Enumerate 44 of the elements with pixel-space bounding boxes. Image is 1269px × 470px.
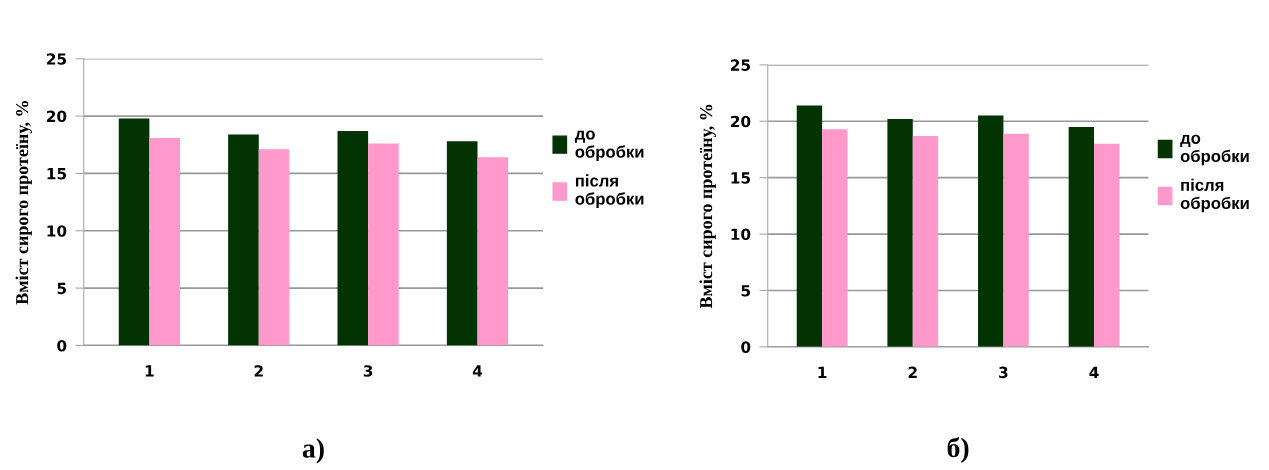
bar — [446, 141, 478, 346]
y-tick-label: 15 — [731, 172, 751, 184]
bar — [149, 137, 180, 346]
bar — [1094, 143, 1120, 347]
x-tick-label: 1 — [145, 365, 154, 377]
y-tick-label: 5 — [57, 282, 67, 295]
bar — [118, 118, 150, 346]
bar — [1003, 133, 1029, 347]
x-tick-label: 1 — [818, 366, 827, 378]
legend-label: після обробки — [575, 174, 644, 209]
legend-label: після обробки — [1180, 178, 1249, 213]
x-tick-label: 3 — [363, 365, 373, 377]
y-tick-label: 20 — [731, 115, 751, 128]
text: а) — [302, 438, 324, 464]
bar — [368, 143, 399, 346]
legend-label: до обробки — [1180, 134, 1249, 166]
x-tick-label: 4 — [1089, 366, 1099, 378]
y-tick-label: 10 — [731, 228, 751, 241]
bar — [1068, 126, 1095, 347]
y-tick-label: 25 — [731, 59, 751, 71]
y-tick-label: 20 — [47, 110, 67, 123]
bar — [978, 115, 1004, 347]
bar — [477, 157, 509, 346]
legend-label: до обробки — [574, 130, 644, 162]
y-tick-label: 0 — [741, 341, 751, 353]
y-tick-label: 10 — [47, 225, 67, 237]
y-tick-label: 0 — [57, 339, 67, 352]
bar — [258, 149, 290, 346]
y-tick-label: 25 — [47, 53, 67, 65]
x-tick-label: 2 — [908, 366, 917, 378]
y-axis-title: Вміст сирого протеїну, % — [15, 101, 32, 305]
y-axis-title: Вміст сирого протеїну, % — [699, 104, 716, 309]
x-tick-label: 3 — [999, 366, 1008, 379]
bar — [887, 119, 913, 347]
y-tick-label: 5 — [741, 285, 751, 297]
y-tick-label: 15 — [47, 168, 67, 180]
bar — [822, 129, 848, 347]
bar — [228, 134, 259, 346]
bar — [337, 131, 369, 346]
bar — [796, 105, 823, 347]
x-tick-label: 4 — [472, 365, 483, 377]
bar — [912, 135, 939, 347]
x-tick-label: 2 — [254, 365, 263, 377]
text: б) — [947, 437, 969, 463]
